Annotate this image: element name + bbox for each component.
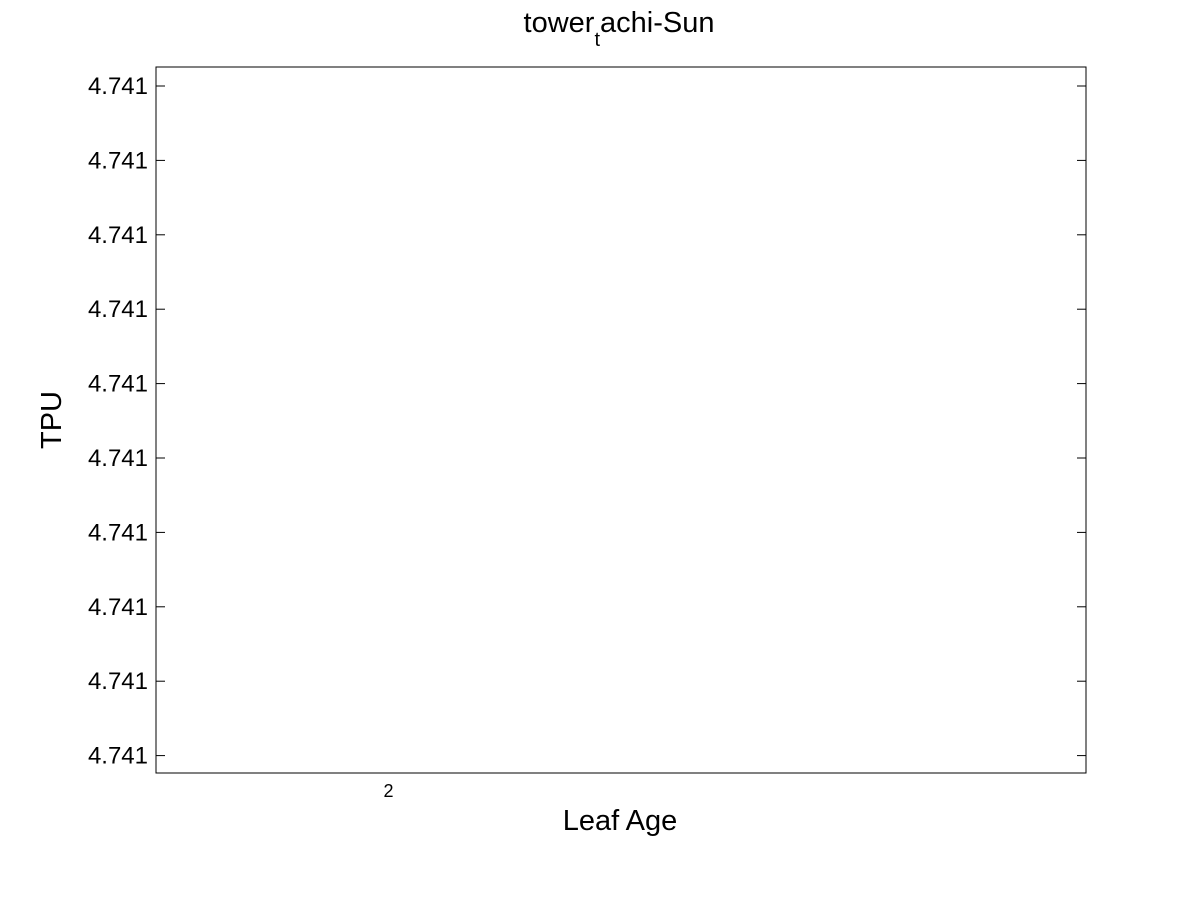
- y-tick-label: 4.741: [88, 371, 148, 398]
- y-tick-label: 4.741: [88, 445, 148, 472]
- y-tick-label: 4.741: [88, 147, 148, 174]
- y-tick-label: 4.741: [88, 222, 148, 249]
- x-tick-label: 2: [383, 781, 393, 801]
- y-tick-label: 4.741: [88, 73, 148, 100]
- y-tick-label: 4.741: [88, 743, 148, 770]
- chart-title: towertachi-Sun: [524, 7, 715, 51]
- plot-area: [155, 66, 1087, 774]
- chart-title-main: tower: [524, 7, 595, 39]
- y-tick-label: 4.741: [88, 296, 148, 323]
- chart-title-subscript: t: [594, 29, 600, 51]
- y-tick-label: 4.741: [88, 519, 148, 546]
- x-axis-label: Leaf Age: [563, 805, 678, 837]
- x-axis-ticks: 2: [383, 781, 393, 801]
- y-axis-ticks: 4.741 4.741 4.741 4.741 4.741 4.741 4.741 4.741…: [88, 73, 1086, 770]
- y-tick-label: 4.741: [88, 594, 148, 621]
- y-tick-label: 4.741: [88, 668, 148, 695]
- y-axis-label: TPU: [36, 391, 68, 449]
- chart-title-rest: achi-Sun: [600, 7, 714, 39]
